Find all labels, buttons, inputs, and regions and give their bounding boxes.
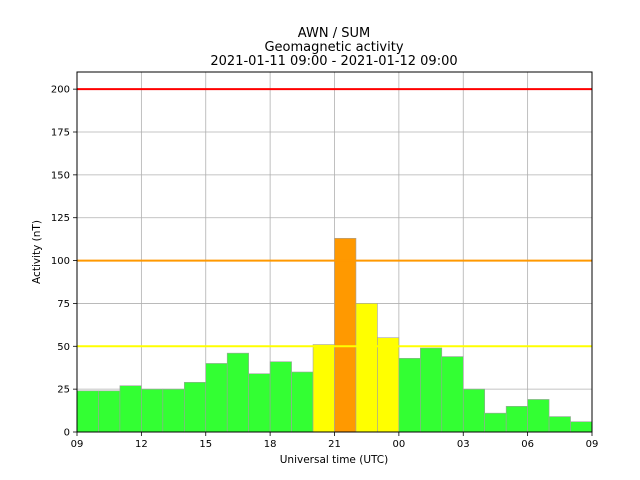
x-tick-label: 06 (521, 439, 534, 450)
bar (334, 237, 357, 433)
y-tick-label: 175 (51, 128, 70, 139)
bar (141, 388, 164, 433)
bar (355, 303, 378, 433)
title-line-period: 2021-01-11 09:00 - 2021-01-12 09:00 (210, 54, 457, 69)
bar (377, 337, 400, 433)
title-line-station: AWN / SUM (298, 26, 370, 41)
chart-title: AWN / SUM Geomagnetic activity 2021-01-1… (210, 26, 457, 69)
x-tick-label: 03 (457, 439, 470, 450)
y-tick-label: 100 (51, 256, 70, 267)
bar (162, 388, 185, 433)
x-axis-label: Universal time (UTC) (280, 454, 388, 466)
bar (398, 357, 421, 433)
bar (484, 412, 507, 433)
y-tick-label: 50 (57, 342, 70, 353)
bar (420, 347, 443, 433)
y-tick-label: 125 (51, 213, 70, 224)
y-axis-ticks: 0 25 50 75 100 125 150 175 200 (51, 85, 77, 439)
x-tick-label: 09 (71, 439, 84, 450)
threshold-lines (77, 88, 592, 348)
y-tick-label: 0 (64, 428, 70, 439)
bar (205, 363, 228, 433)
bar (505, 405, 528, 433)
y-tick-label: 200 (51, 85, 70, 96)
bar (527, 399, 550, 433)
bar (248, 373, 271, 433)
y-axis-label: Activity (nT) (31, 220, 43, 284)
x-tick-label: 09 (586, 439, 599, 450)
bar (226, 352, 249, 433)
y-tick-label: 150 (51, 170, 70, 181)
x-tick-label: 15 (199, 439, 212, 450)
x-tick-label: 00 (393, 439, 406, 450)
bar (312, 344, 335, 433)
bar (98, 390, 121, 433)
x-tick-label: 12 (135, 439, 148, 450)
x-tick-label: 21 (328, 439, 341, 450)
bar (570, 421, 593, 433)
bar (441, 356, 464, 433)
bar (119, 385, 142, 433)
bar (183, 381, 207, 433)
bar (291, 371, 314, 433)
y-tick-label: 25 (57, 385, 70, 396)
x-axis-ticks: 09 12 15 18 21 00 03 06 09 (71, 432, 599, 450)
bar (548, 416, 571, 433)
y-tick-label: 75 (57, 299, 70, 310)
bar (76, 390, 99, 433)
x-tick-label: 18 (264, 439, 277, 450)
title-line-subject: Geomagnetic activity (264, 40, 403, 55)
bar (269, 361, 292, 433)
bar (462, 388, 486, 433)
